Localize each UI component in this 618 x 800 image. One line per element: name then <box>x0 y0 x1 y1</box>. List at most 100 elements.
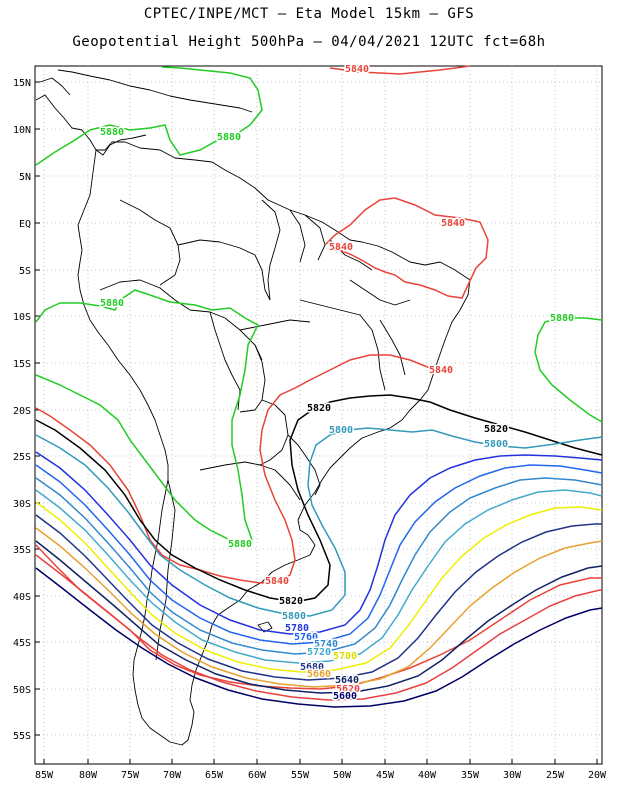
lon-label: 35W <box>461 770 480 781</box>
lat-label: 10S <box>13 312 31 323</box>
contour-label: 5880 <box>100 127 124 138</box>
lon-label: 50W <box>333 770 352 781</box>
fguiana-border <box>304 214 326 261</box>
lon-label: 55W <box>291 770 310 781</box>
map-frame <box>34 65 603 765</box>
lat-label: 50S <box>13 685 31 696</box>
brazil-south <box>287 434 321 496</box>
lat-label: 25S <box>13 452 31 463</box>
guiana-border <box>261 199 281 301</box>
lon-label: 40W <box>418 770 437 781</box>
contour-label: 5640 <box>335 675 359 686</box>
lon-label: 75W <box>121 770 140 781</box>
contour-5700 <box>35 501 603 673</box>
contour-5620 <box>35 554 602 701</box>
contour-5660 <box>35 527 603 688</box>
peru-brazil-border <box>99 279 263 361</box>
lon-label: 45W <box>376 770 395 781</box>
argentina-north <box>199 461 301 501</box>
lat-label: 45S <box>13 638 31 649</box>
contour-label: 5840 <box>345 64 369 75</box>
contour-5600 <box>35 567 603 708</box>
contour-label: 5720 <box>307 647 331 658</box>
contour-5760 <box>35 464 603 645</box>
contour-label: 5840 <box>441 218 465 229</box>
contour-5880-central <box>35 289 259 541</box>
contour-label: 5820 <box>279 596 303 607</box>
colombia-border <box>119 199 181 286</box>
south-america-outline <box>77 141 471 746</box>
lon-label: 30W <box>503 770 522 781</box>
contour-southern-band <box>35 451 603 708</box>
contour-label: 5880 <box>217 132 241 143</box>
contour-5880 <box>35 66 603 546</box>
lon-label: 60W <box>248 770 267 781</box>
contour-label: 5820 <box>484 424 508 435</box>
contour-5840-top <box>329 65 471 75</box>
lat-label: 10N <box>13 125 31 136</box>
contour-5880-south <box>35 374 253 546</box>
lat-label: EQ <box>19 219 31 230</box>
contour-label: 5840 <box>429 365 453 376</box>
lon-label: 20W <box>588 770 607 781</box>
contour-5680 <box>35 514 602 681</box>
lon-label: 70W <box>163 770 182 781</box>
contour-5780 <box>35 451 603 635</box>
central-america-coast <box>35 94 147 156</box>
venezuela-border <box>177 239 271 301</box>
lon-label: 65W <box>205 770 224 781</box>
contour-5840-ne <box>324 197 489 299</box>
contour-label: 5700 <box>333 651 357 662</box>
contour-5820 <box>35 394 603 603</box>
contour-label: 5800 <box>282 611 306 622</box>
lat-label: 15N <box>13 78 31 89</box>
lat-label: 55S <box>13 731 31 742</box>
contour-label: 5840 <box>265 576 289 587</box>
contour-label: 5820 <box>307 403 331 414</box>
brazil-states-2 <box>299 299 386 391</box>
contour-label: 5660 <box>307 669 331 680</box>
contour-5640 <box>35 540 603 694</box>
contour-5880-north <box>35 66 263 166</box>
contour-label: 5760 <box>294 632 318 643</box>
bolivia-west <box>209 311 241 411</box>
chart-title-line2: Geopotential Height 500hPa – 04/04/2021 … <box>72 34 546 50</box>
contour-5840-loop <box>35 354 446 584</box>
lat-label: 5S <box>19 266 31 277</box>
lat-label: 30S <box>13 499 31 510</box>
graticule <box>35 66 602 764</box>
tick-marks <box>35 81 598 764</box>
coastlines <box>35 69 471 746</box>
lat-label: 35S <box>13 545 31 556</box>
contour-label: 5880 <box>100 298 124 309</box>
contour-label: 5880 <box>228 539 252 550</box>
contour-label: 5680 <box>300 662 324 673</box>
contour-5740 <box>35 477 603 655</box>
contour-5840 <box>35 65 602 690</box>
contour-label: 5800 <box>329 425 353 436</box>
contour-5720 <box>35 489 603 664</box>
lat-label: 15S <box>13 359 31 370</box>
contour-label: 5880 <box>550 313 574 324</box>
contour-label: 5840 <box>329 242 353 253</box>
chart-title-line1: CPTEC/INPE/MCT – Eta Model 15km – GFS <box>143 6 475 22</box>
lat-label: 20S <box>13 406 31 417</box>
contour-label: 5800 <box>484 439 508 450</box>
suriname-border <box>289 209 306 263</box>
lon-label: 85W <box>35 770 54 781</box>
contour-5800-line <box>35 427 603 617</box>
contour-5880-east <box>534 317 603 423</box>
contour-label: 5600 <box>333 691 357 702</box>
brazil-states-3 <box>239 319 311 331</box>
bolivia-east <box>239 344 266 413</box>
lon-label: 25W <box>546 770 565 781</box>
caribbean-islands <box>39 69 253 113</box>
contour-label: 5780 <box>285 623 309 634</box>
lon-label: 80W <box>79 770 98 781</box>
brazil-states <box>329 239 411 376</box>
contour-5800 <box>35 427 603 617</box>
lat-label: 40S <box>13 592 31 603</box>
contour-5820-line <box>35 394 603 603</box>
lat-label: 5N <box>19 172 31 183</box>
